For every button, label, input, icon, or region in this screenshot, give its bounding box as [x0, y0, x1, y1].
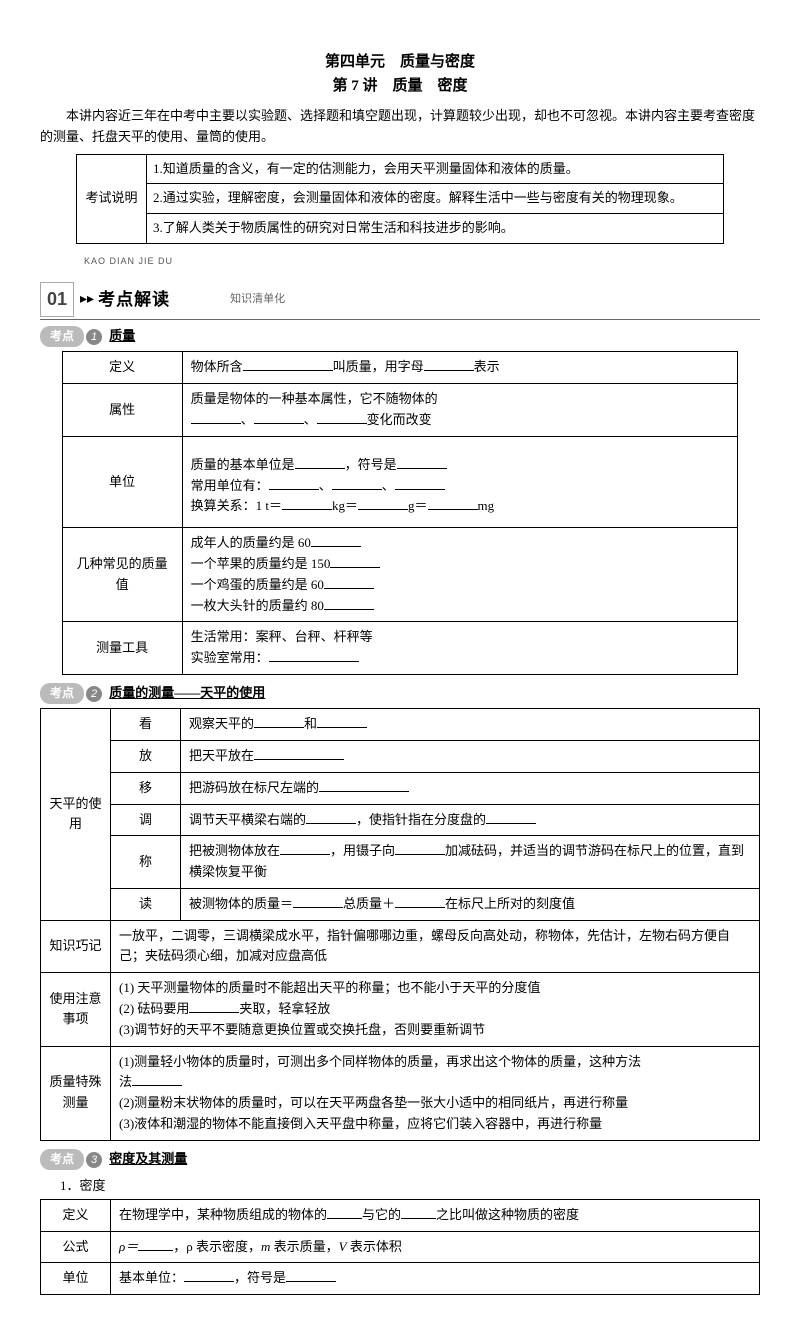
unit-label: 单位	[62, 436, 182, 527]
d-unit-l: 单位	[41, 1263, 111, 1295]
unit-title: 第四单元 质量与密度	[40, 50, 760, 74]
see-r: 观察天平的和	[181, 709, 760, 741]
point2-header: 考点2 质量的测量——天平的使用	[40, 677, 760, 706]
move-l: 移	[111, 772, 181, 804]
section-title: 考点解读	[98, 286, 170, 313]
balance-table: 天平的使用 看 观察天平的和 放把天平放在 移把游码放在标尺左端的 调调节天平横…	[40, 708, 760, 1141]
def-label: 定义	[62, 352, 182, 384]
mass-table: 定义 物体所含叫质量，用字母表示 属性 质量是物体的一种基本属性，它不随物体的、…	[62, 351, 739, 675]
point-num-2: 2	[86, 686, 102, 702]
point3-title: 密度及其测量	[109, 1151, 187, 1166]
examples-label: 几种常见的质量值	[62, 528, 182, 622]
point-badge: 考点	[40, 326, 84, 347]
tool-label: 测量工具	[62, 622, 182, 675]
def-content: 物体所含叫质量，用字母表示	[182, 352, 738, 384]
point-badge-3: 考点	[40, 1149, 84, 1170]
point-badge-2: 考点	[40, 683, 84, 704]
d-unit-r: 基本单位：，符号是	[111, 1263, 760, 1295]
attr-label: 属性	[62, 384, 182, 437]
pinyin: KAO DIAN JIE DU	[84, 254, 760, 268]
weigh-l: 称	[111, 836, 181, 889]
tip-r: 一放平，二调零，三调横梁成水平，指针偏哪哪边重，螺母反向高处动，称物体，先估计，…	[111, 920, 760, 973]
point3-header: 考点3 密度及其测量	[40, 1143, 760, 1172]
sp-l: 质量特殊测量	[41, 1046, 111, 1140]
density-table: 定义 在物理学中，某种物质组成的物体的与它的之比叫做这种物质的密度 公式 ρ＝，…	[40, 1199, 760, 1295]
lesson-title: 第 7 讲 质量 密度	[40, 74, 760, 98]
d-eq-r: ρ＝，ρ 表示密度，m 表示质量，V 表示体积	[111, 1231, 760, 1263]
examples-content: 成年人的质量约是 60 一个苹果的质量约是 150 一个鸡蛋的质量约是 60 一…	[182, 528, 738, 622]
move-r: 把游码放在标尺左端的	[181, 772, 760, 804]
point2-title: 质量的测量——天平的使用	[109, 685, 265, 700]
d-eq-l: 公式	[41, 1231, 111, 1263]
exam-outline-table: 考试说明 1.知道质量的含义，有一定的估测能力，会用天平测量固体和液体的质量。 …	[76, 154, 724, 244]
unit-content: 质量的基本单位是，符号是 常用单位有：、、 换算关系：1 t＝kg＝g＝mg	[182, 436, 738, 527]
exam-label: 考试说明	[77, 154, 147, 243]
density-sub: 1．密度	[60, 1176, 760, 1197]
tool-content: 生活常用：案秤、台秤、杆秤等实验室常用：	[182, 622, 738, 675]
attr-content: 质量是物体的一种基本属性，它不随物体的、、变化而改变	[182, 384, 738, 437]
section-note: 知识清单化	[230, 291, 285, 309]
balance-group: 天平的使用	[41, 709, 111, 921]
intro-text: 本讲内容近三年在中考中主要以实验题、选择题和填空题出现，计算题较少出现，却也不可…	[40, 106, 760, 148]
note-l: 使用注意事项	[41, 973, 111, 1046]
see-l: 看	[111, 709, 181, 741]
point1-title: 质量	[109, 328, 135, 343]
put-r: 把天平放在	[181, 740, 760, 772]
read-r: 被测物体的质量＝总质量＋在标尺上所对的刻度值	[181, 888, 760, 920]
point-num-3: 3	[86, 1152, 102, 1168]
exam-row1: 1.知道质量的含义，有一定的估测能力，会用天平测量固体和液体的质量。	[147, 154, 724, 184]
exam-row3: 3.了解人类关于物质属性的研究对日常生活和科技进步的影响。	[147, 214, 724, 244]
point1-header: 考点1 质量	[40, 320, 760, 349]
point-num-1: 1	[86, 329, 102, 345]
d-def-l: 定义	[41, 1199, 111, 1231]
adj-r: 调节天平横梁右端的，使指针指在分度盘的	[181, 804, 760, 836]
section-number: 01	[40, 282, 74, 317]
exam-row2: 2.通过实验，理解密度，会测量固体和液体的密度。解释生活中一些与密度有关的物理现…	[147, 184, 724, 214]
weigh-r: 把被测物体放在，用镊子向加减砝码，并适当的调节游码在标尺上的位置，直到横梁恢复平…	[181, 836, 760, 889]
put-l: 放	[111, 740, 181, 772]
tip-l: 知识巧记	[41, 920, 111, 973]
read-l: 读	[111, 888, 181, 920]
note-r: (1) 天平测量物体的质量时不能超出天平的称量；也不能小于天平的分度值 (2) …	[111, 973, 760, 1046]
d-def-r: 在物理学中，某种物质组成的物体的与它的之比叫做这种物质的密度	[111, 1199, 760, 1231]
section-header: KAO DIAN JIE DU 01 ▸▸ 考点解读 知识清单化	[40, 254, 760, 320]
sp-r: (1)测量轻小物体的质量时，可测出多个同样物体的质量，再求出这个物体的质量，这种…	[111, 1046, 760, 1140]
arrow-icon: ▸▸	[80, 289, 94, 311]
adj-l: 调	[111, 804, 181, 836]
